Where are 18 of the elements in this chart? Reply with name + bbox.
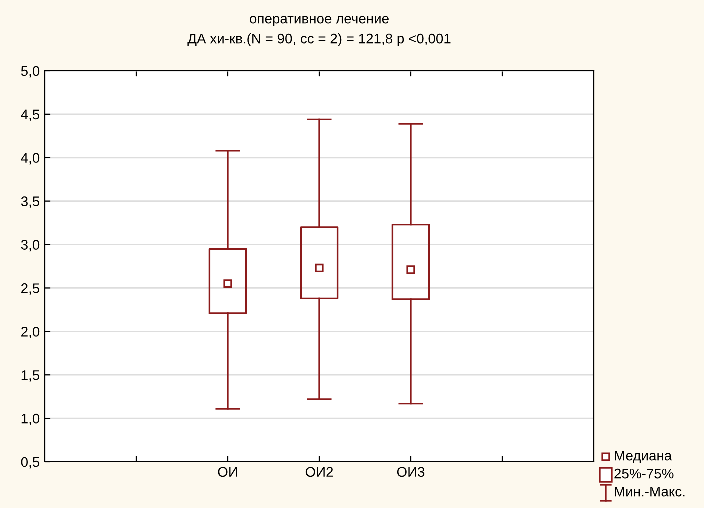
y-tick-label: 2,5	[22, 284, 40, 296]
y-tick-label: 0,5	[21, 457, 40, 469]
y-tick-label: 5,0	[21, 66, 40, 78]
x-tick-label: ОИ3	[397, 467, 425, 478]
text: 25%-75%	[614, 468, 674, 479]
x-tick-label: ОИ2	[306, 467, 334, 478]
y-tick-label: 3,0	[21, 240, 40, 252]
x-tick-label: ОИ	[218, 467, 238, 478]
y-tick-label: 4,0	[21, 153, 40, 165]
y-tick-label: 4,5	[21, 110, 40, 122]
y-tick-label: 1,0	[22, 414, 40, 426]
y-tick-label: 3,5	[21, 196, 40, 208]
text: Мин.-Макс.	[615, 487, 685, 497]
y-tick-label: 2,0	[22, 327, 40, 338]
y-tick-label: 1,5	[22, 370, 40, 382]
chart-subtitle: ДА хи-кв.(N = 90, cc = 2) = 121,8 p <0,001	[188, 34, 451, 46]
text: Медиана	[615, 451, 672, 464]
chart-title: оперативное лечение	[250, 16, 389, 26]
